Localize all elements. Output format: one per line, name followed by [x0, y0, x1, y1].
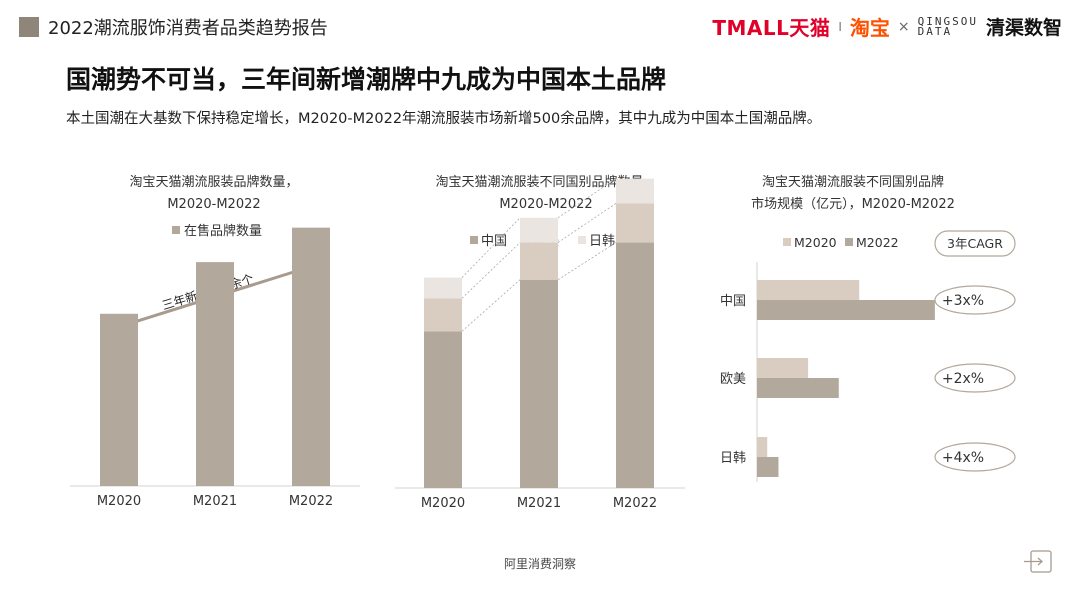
partner-logos: TMALL天猫 I 淘宝 × QINGSOU DATA 清渠数智: [712, 12, 1062, 41]
chart1-bar: [100, 313, 138, 486]
chart3-title-line2: 市场规模（亿元），M2020-M2022: [751, 196, 955, 212]
chart2-bar-segment: [520, 242, 558, 280]
chart3-cagr-pill: [934, 285, 1016, 315]
chart1-title-line2: M2020-M2022: [167, 197, 260, 212]
chart2-legend-swatch: [470, 236, 478, 244]
chart1-tick-label: M2020: [97, 494, 141, 509]
chart1-legend-label: 在售品牌数量: [184, 223, 262, 239]
chart3-cagr-header: 3年CAGR: [947, 236, 1003, 251]
qingsou-logo-top: QINGSOU: [917, 14, 978, 28]
chart3-category-label: 中国: [720, 294, 746, 309]
logo-separator: I: [838, 19, 842, 34]
chart1-title-line1: 淘宝天猫潮流服装品牌数量，: [129, 174, 298, 190]
chart3-legend-swatch: [783, 238, 791, 246]
chart3-legend-label: M2022: [856, 235, 899, 250]
chart3-bar: [757, 358, 809, 378]
chart2-tick-label: M2022: [613, 496, 657, 511]
top-bar: 2022潮流服饰消费者品类趋势报告 TMALL天猫 I 淘宝 × QINGSOU…: [0, 0, 1080, 52]
chart2-connector-line: [557, 242, 617, 281]
page-subtitle: 本土国潮在大基数下保持稳定增长，M2020-M2022年潮流服装市场新增500余…: [66, 111, 822, 127]
chart2-bar-segment: [616, 178, 654, 204]
chart2-legend-swatch: [578, 236, 586, 244]
chart3-cagr-header-pill: [934, 230, 1016, 257]
chart3-bar: [757, 300, 935, 320]
chart2-connector-line: [461, 242, 521, 299]
chart1-bar: [196, 262, 234, 486]
chart2-bar-segment: [520, 279, 558, 488]
chart3-cagr-label: +3x%: [942, 293, 984, 309]
chart2-title-line2: M2020-M2022: [499, 197, 592, 212]
chart2-connector-line: [461, 279, 521, 332]
chart2-bar-segment: [424, 277, 462, 299]
chart-brand-count: 淘宝天猫潮流服装品牌数量， M2020-M2022 在售品牌数量 三年新增500…: [70, 174, 360, 509]
chart2-bar-segment: [424, 331, 462, 488]
chart1-tick-label: M2021: [193, 494, 237, 509]
qingsou-logo-bottom: DATA: [917, 24, 953, 38]
chart2-legend-label: 中国: [481, 234, 507, 249]
report-title: 2022潮流服饰消费者品类趋势报告: [48, 18, 328, 39]
chart3-cagr-pill: [934, 442, 1016, 472]
report-square-icon: [19, 17, 39, 37]
chart2-bar-segment: [616, 203, 654, 243]
chart3-bar: [757, 457, 779, 477]
chart2-tick-label: M2021: [517, 496, 561, 511]
tmall-logo: TMALL天猫: [712, 16, 831, 40]
chart2-title-line1: 淘宝天猫潮流服装不同国别品牌数量，: [435, 174, 656, 190]
chart2-connector-line: [461, 217, 521, 278]
chart3-bar: [757, 437, 768, 457]
next-page-icon[interactable]: [1022, 549, 1054, 575]
chart2-legend-label: 日韩: [589, 234, 615, 249]
qingqu-logo: 清渠数智: [985, 17, 1062, 39]
times-icon: ×: [897, 18, 910, 35]
page-headline: 国潮势不可当，三年间新增潮牌中九成为中国本土品牌: [66, 65, 667, 94]
chart1-legend-swatch: [172, 226, 180, 234]
chart2-bar-segment: [616, 242, 654, 488]
chart2-bar-segment: [520, 217, 558, 243]
chart2-tick-label: M2020: [421, 496, 465, 511]
chart3-legend-label: M2020: [794, 235, 837, 250]
chart2-bar-segment: [424, 298, 462, 332]
chart3-cagr-label: +2x%: [942, 371, 984, 387]
chart3-category-label: 日韩: [720, 451, 746, 466]
chart3-category-label: 欧美: [720, 372, 746, 387]
chart3-title-line1: 淘宝天猫潮流服装不同国别品牌: [762, 174, 944, 190]
chart-market-size: 淘宝天猫潮流服装不同国别品牌 市场规模（亿元），M2020-M2022 M202…: [720, 174, 1016, 482]
chart3-bar: [757, 280, 860, 300]
chart3-legend-swatch: [845, 238, 853, 246]
chart1-bar: [292, 227, 330, 486]
chart1-tick-label: M2022: [289, 494, 333, 509]
qingsou-logo: QINGSOU DATA: [917, 14, 978, 38]
chart3-cagr-label: +4x%: [942, 450, 984, 466]
chart3-bar: [757, 378, 839, 398]
taobao-logo: 淘宝: [849, 16, 890, 40]
source-note: 阿里消费洞察: [503, 557, 576, 571]
chart3-cagr-pill: [934, 363, 1016, 393]
